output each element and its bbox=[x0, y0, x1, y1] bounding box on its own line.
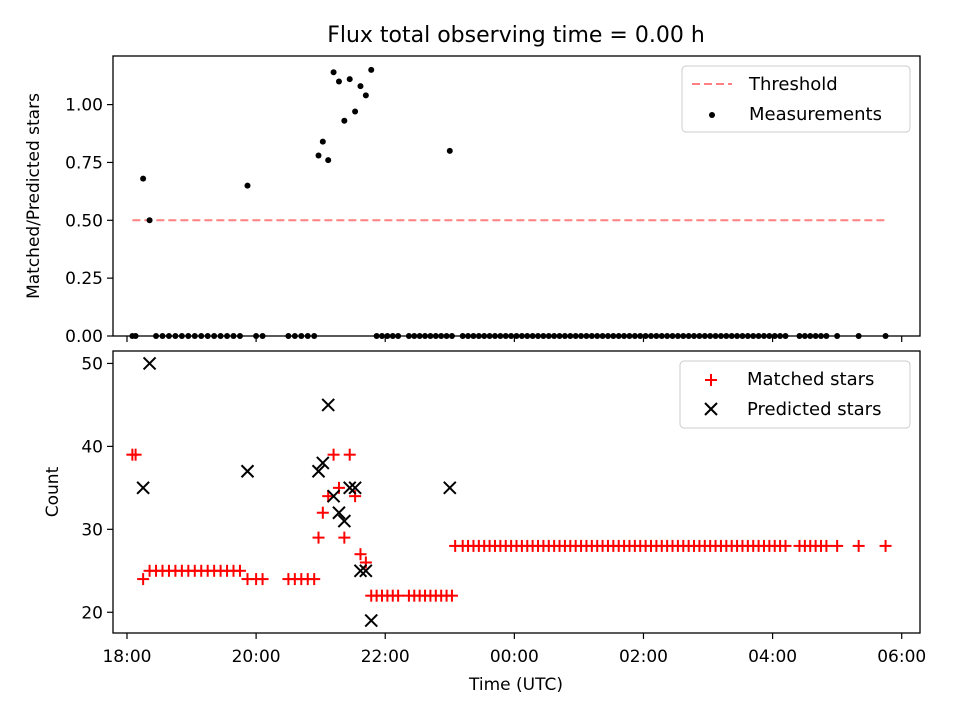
matched-star-point bbox=[354, 548, 367, 561]
matched-star-point bbox=[316, 506, 329, 519]
x-tick-label: 18:00 bbox=[102, 647, 151, 667]
x-tick-label: 04:00 bbox=[748, 647, 797, 667]
legend-measurements-swatch bbox=[709, 112, 715, 118]
measurement-point bbox=[335, 78, 342, 85]
measurement-point bbox=[341, 117, 348, 124]
matched-star-point bbox=[879, 539, 892, 552]
x-tick-label: 06:00 bbox=[877, 647, 926, 667]
bottom-x-axis-label: Time (UTC) bbox=[468, 675, 563, 695]
predicted-star-point bbox=[142, 356, 157, 371]
y-tick-label: 0.00 bbox=[65, 327, 103, 347]
measurement-point bbox=[368, 66, 375, 73]
predicted-star-point bbox=[348, 481, 362, 495]
matched-star-point bbox=[137, 573, 150, 586]
matched-star-point bbox=[445, 589, 458, 602]
measurement-point bbox=[446, 147, 453, 154]
predicted-star-point bbox=[311, 464, 326, 478]
top-legend: Threshold Measurements bbox=[681, 65, 911, 133]
legend-matched-label: Matched stars bbox=[747, 369, 874, 390]
measurement-point bbox=[357, 83, 364, 90]
matched-star-point bbox=[327, 448, 340, 461]
predicted-star-point bbox=[359, 564, 373, 578]
top-y-axis-label: Matched/Predicted stars bbox=[24, 93, 44, 299]
legend-predicted-swatch bbox=[704, 402, 718, 416]
matched-star-point bbox=[343, 448, 356, 461]
predicted-star-point bbox=[326, 489, 341, 503]
top-legend-box bbox=[681, 65, 911, 133]
y-tick-label: 20 bbox=[81, 603, 103, 623]
top-chart-title: Flux total observing time = 0.00 h bbox=[327, 23, 705, 48]
measurement-point bbox=[330, 69, 337, 76]
y-tick-label: 1.00 bbox=[65, 96, 103, 116]
predicted-star-point bbox=[337, 514, 352, 528]
measurement-point bbox=[315, 152, 322, 159]
predicted-star-point bbox=[240, 464, 255, 478]
x-tick-label: 02:00 bbox=[619, 647, 668, 667]
predicted-star-point bbox=[332, 506, 346, 520]
matched-star-point bbox=[129, 448, 142, 461]
x-tick-label: 00:00 bbox=[490, 647, 539, 667]
y-tick-label: 50 bbox=[81, 354, 103, 374]
x-tick-label: 22:00 bbox=[361, 647, 410, 667]
bottom-plot-area: 20 30 40 50 18:00 20:00 22:00 00:00 02:00 04:00 06… bbox=[81, 354, 926, 667]
measurement-point bbox=[140, 175, 147, 182]
bottom-legend-box bbox=[679, 360, 911, 429]
matched-star-point bbox=[338, 531, 351, 544]
top-panel: Flux total observing time = 0.00 h Match… bbox=[24, 23, 921, 347]
predicted-star-point bbox=[136, 481, 150, 495]
measurement-point bbox=[352, 108, 359, 115]
matched-star-point bbox=[392, 589, 405, 602]
legend-predicted-label: Predicted stars bbox=[747, 399, 881, 420]
matched-star-point bbox=[312, 531, 325, 544]
measurement-point bbox=[325, 157, 332, 164]
top-plot-frame bbox=[112, 55, 921, 337]
matched-star-point bbox=[233, 564, 246, 577]
y-tick-label: 40 bbox=[81, 437, 103, 457]
y-tick-label: 0.25 bbox=[65, 269, 103, 289]
legend-measurements-label: Measurements bbox=[749, 104, 882, 125]
predicted-star-point bbox=[316, 456, 330, 470]
y-tick-label: 0.75 bbox=[65, 153, 103, 173]
bottom-legend: Matched stars Predicted stars bbox=[679, 360, 911, 429]
matched-star-point bbox=[256, 573, 269, 586]
matched-star-point bbox=[820, 539, 833, 552]
bottom-y-axis-label: Count bbox=[43, 466, 63, 517]
matched-star-point bbox=[779, 539, 792, 552]
y-tick-label: 0.50 bbox=[65, 211, 103, 231]
measurement-point bbox=[319, 138, 326, 145]
matched-star-point bbox=[852, 539, 865, 552]
predicted-star-point bbox=[353, 564, 368, 578]
predicted-star-point bbox=[343, 481, 357, 495]
legend-threshold-label: Threshold bbox=[748, 74, 838, 95]
legend-matched-swatch bbox=[705, 374, 717, 386]
y-tick-label: 30 bbox=[81, 520, 103, 540]
bottom-panel: Count Time (UTC) 20 30 40 50 18:00 20:00 22:00… bbox=[43, 350, 926, 695]
matched-star-point bbox=[308, 573, 321, 586]
measurement-point bbox=[146, 217, 153, 224]
predicted-star-point bbox=[321, 398, 335, 412]
bottom-plot-frame bbox=[112, 350, 921, 634]
predicted-star-point bbox=[443, 481, 457, 495]
predicted-star-point bbox=[364, 613, 378, 628]
measurement-point bbox=[362, 92, 369, 99]
measurement-point bbox=[244, 182, 251, 189]
measurement-point bbox=[346, 76, 353, 83]
x-tick-label: 20:00 bbox=[232, 647, 281, 667]
matched-star-point bbox=[831, 539, 844, 552]
